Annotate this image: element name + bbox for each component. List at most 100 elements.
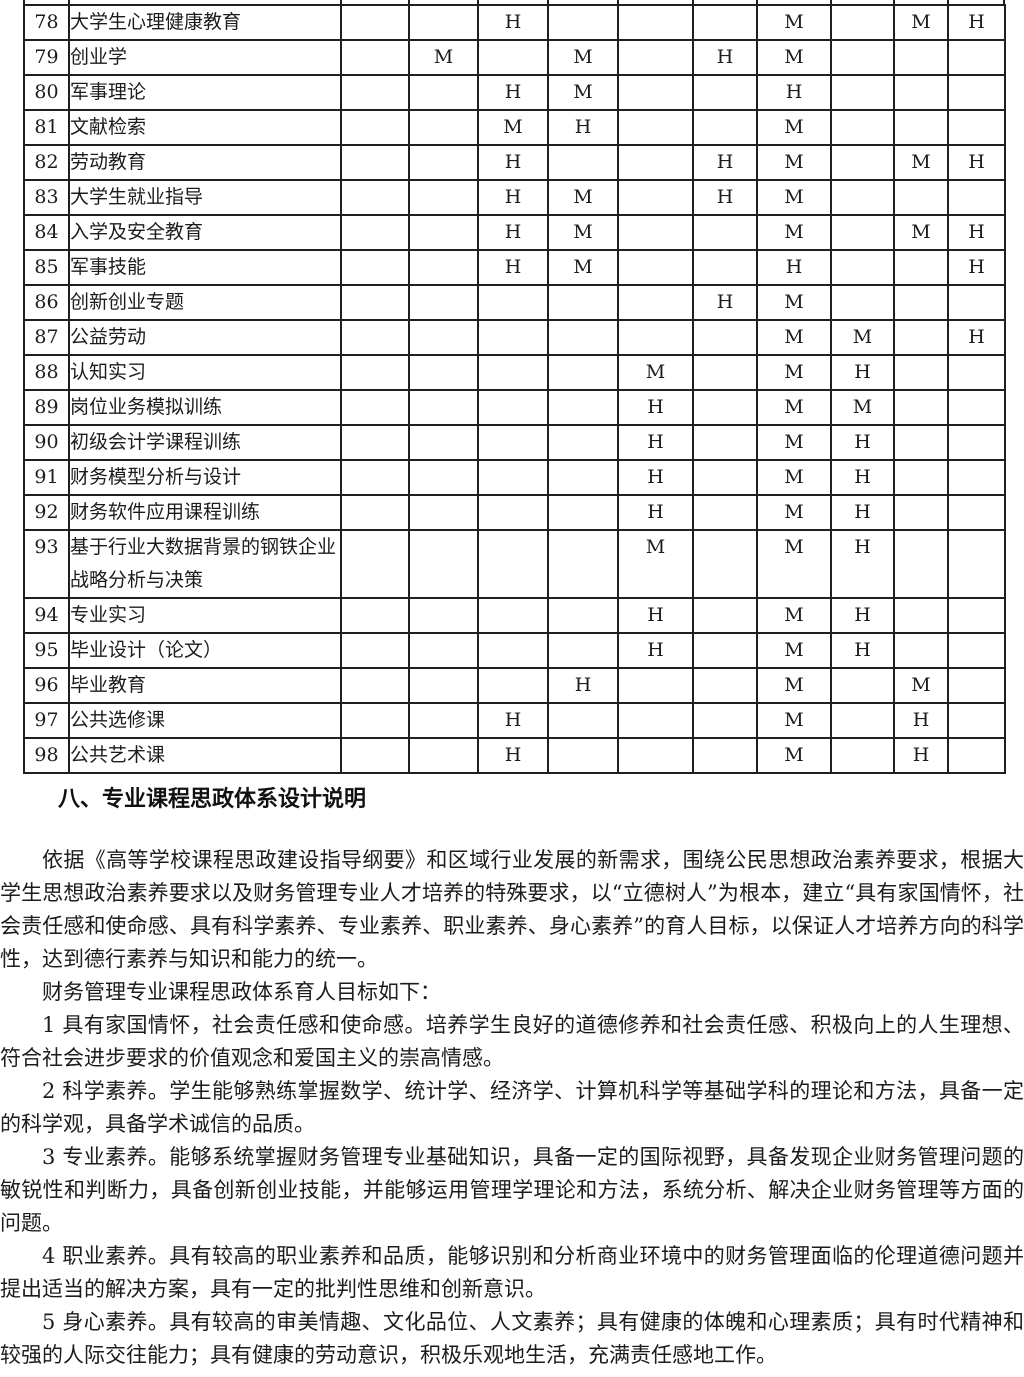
mark-cell: M [756, 179, 832, 216]
mark-cell [408, 4, 479, 41]
table-row: 89 岗位业务模拟训练 H M M [23, 389, 1006, 426]
mark-cell [477, 39, 549, 76]
mark-cell [893, 424, 949, 461]
mark-cell [340, 667, 410, 704]
mark-cell [830, 737, 895, 774]
table-rule-stub [756, 0, 758, 5]
mark-cell: H [830, 354, 895, 391]
table-row: 94 专业实习 H M H [23, 597, 1006, 634]
mark-cell: M [756, 632, 832, 669]
course-number-cell: 78 [23, 4, 70, 41]
course-number-cell: 92 [23, 494, 70, 531]
mark-cell: M [756, 702, 832, 739]
mark-cell: H [893, 737, 949, 774]
course-number-cell: 91 [23, 459, 70, 496]
mark-cell: H [947, 144, 1006, 181]
course-name-cell: 入学及安全教育 [68, 214, 342, 251]
mark-cell: H [692, 179, 758, 216]
course-name-cell: 毕业教育 [68, 667, 342, 704]
course-number-cell: 95 [23, 632, 70, 669]
mark-cell [617, 702, 694, 739]
mark-cell [947, 702, 1006, 739]
mark-cell [340, 249, 410, 286]
mark-cell [340, 354, 410, 391]
mark-cell [340, 144, 410, 181]
mark-cell: M [756, 597, 832, 634]
mark-cell [547, 4, 619, 41]
mark-cell [408, 214, 479, 251]
mark-cell: H [617, 424, 694, 461]
table-rule-stub [23, 0, 25, 5]
course-number-cell: 89 [23, 389, 70, 426]
table-row: 78 大学生心理健康教育 H M M H [23, 4, 1006, 41]
mark-cell: H [617, 389, 694, 426]
mark-cell [340, 389, 410, 426]
mark-cell [340, 39, 410, 76]
course-number-cell: 97 [23, 702, 70, 739]
mark-cell: M [893, 4, 949, 41]
course-name-cell: 认知实习 [68, 354, 342, 391]
course-number-cell: 87 [23, 319, 70, 356]
mark-cell: M [756, 39, 832, 76]
mark-cell [893, 354, 949, 391]
mark-cell [692, 459, 758, 496]
paragraph: 3 专业素养。能够系统掌握财务管理专业基础知识，具备一定的国际视野，具备发现企业… [0, 1145, 1024, 1235]
table-row: 79 创业学 M M H M [23, 39, 1006, 76]
paragraph: 财务管理专业课程思政体系育人目标如下： [42, 980, 441, 1004]
mark-cell [408, 494, 479, 531]
mark-cell: H [477, 702, 549, 739]
mark-cell [408, 249, 479, 286]
mark-cell: H [692, 39, 758, 76]
table-row: 85 军事技能 H M H H [23, 249, 1006, 286]
mark-cell [408, 109, 479, 146]
mark-cell: H [947, 319, 1006, 356]
course-number-cell: 83 [23, 179, 70, 216]
table-rule-stub [477, 0, 479, 5]
mark-cell [408, 459, 479, 496]
mark-cell [692, 389, 758, 426]
mark-cell [547, 529, 619, 599]
mark-cell: M [830, 319, 895, 356]
mark-cell [947, 109, 1006, 146]
mark-cell: M [547, 39, 619, 76]
course-name-cell: 劳动教育 [68, 144, 342, 181]
mark-cell [477, 459, 549, 496]
paragraph: 1 具有家国情怀，社会责任感和使命感。培养学生良好的道德修养和社会责任感、积极向… [0, 1013, 1024, 1070]
mark-cell: M [756, 214, 832, 251]
mark-cell: M [756, 109, 832, 146]
mark-cell [617, 144, 694, 181]
mark-cell [477, 529, 549, 599]
table-row: 80 军事理论 H M H [23, 74, 1006, 111]
mark-cell [408, 389, 479, 426]
table-rule-stub [547, 0, 549, 5]
table-rule-stub [692, 0, 694, 5]
mark-cell [692, 494, 758, 531]
table-rule-stub [408, 0, 410, 5]
mark-cell: H [692, 144, 758, 181]
mark-cell: H [692, 284, 758, 321]
mark-cell [408, 319, 479, 356]
table-row: 93 基于行业大数据背景的钢铁企业战略分析与决策 M M H [23, 529, 1006, 599]
mark-cell: M [830, 389, 895, 426]
mark-cell [692, 737, 758, 774]
mark-cell: M [756, 389, 832, 426]
table-row: 98 公共艺术课 H M H [23, 737, 1006, 774]
mark-cell [830, 667, 895, 704]
mark-cell [408, 702, 479, 739]
mark-cell: M [477, 109, 549, 146]
course-name-cell: 大学生心理健康教育 [68, 4, 342, 41]
mark-cell [340, 494, 410, 531]
mark-cell: H [830, 597, 895, 634]
mark-cell [947, 179, 1006, 216]
table-row: 81 文献检索 M H M [23, 109, 1006, 146]
mark-cell [547, 424, 619, 461]
table-rule-stub [617, 0, 619, 5]
mark-cell: M [756, 494, 832, 531]
mark-cell: M [756, 667, 832, 704]
course-number-cell: 98 [23, 737, 70, 774]
mark-cell: H [947, 214, 1006, 251]
mark-cell: M [756, 4, 832, 41]
course-number-cell: 79 [23, 39, 70, 76]
mark-cell [408, 597, 479, 634]
